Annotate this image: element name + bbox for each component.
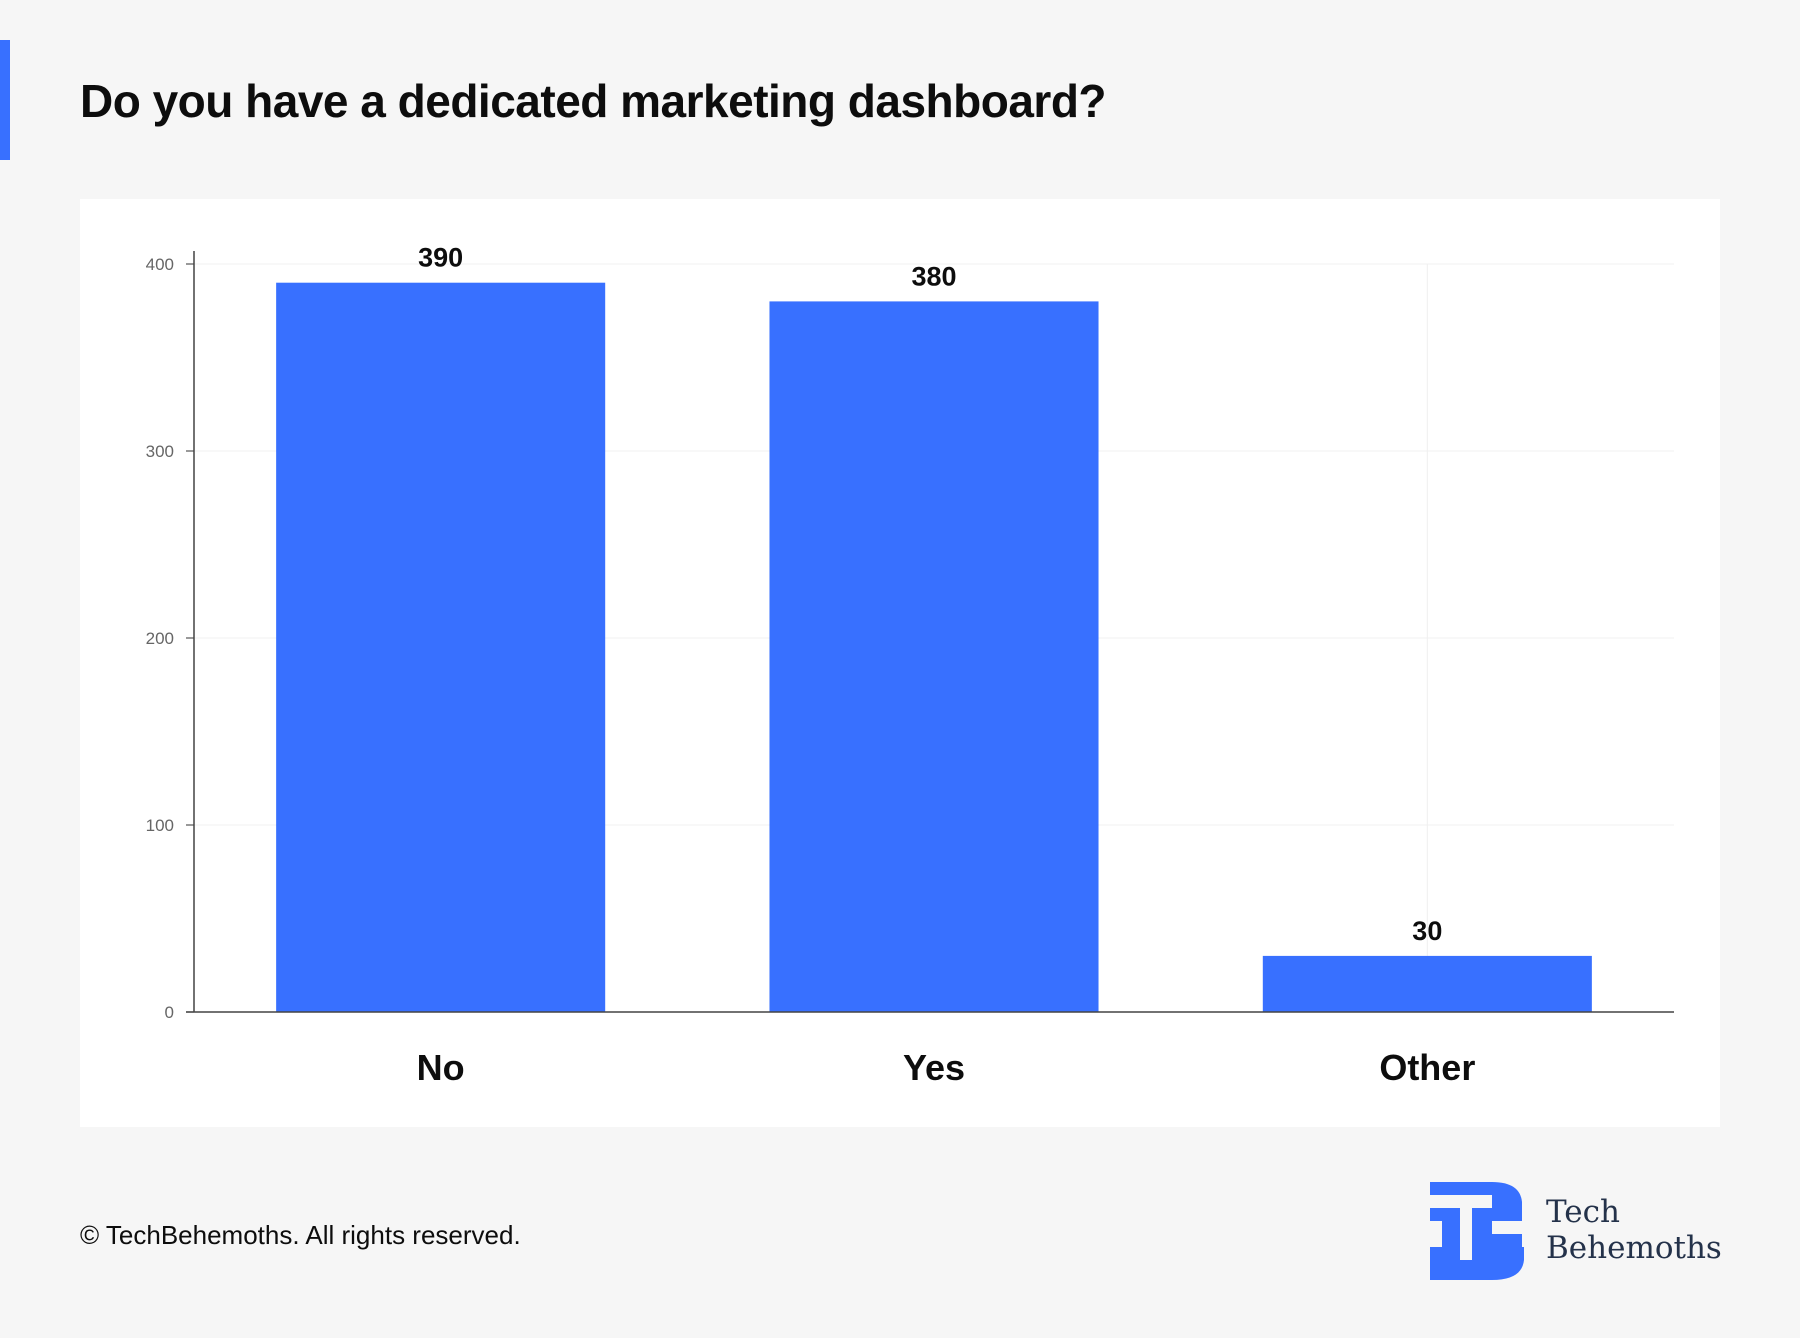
bar-chart: 0 100 200 300 400 390 No 380 Yes 30 Other: [146, 243, 1674, 1088]
chart-card: 0 100 200 300 400 390 No 380 Yes 30 Other: [80, 199, 1720, 1127]
x-tick-label: Yes: [903, 1047, 965, 1088]
x-tick-label: No: [417, 1047, 465, 1088]
bar-other: [1262, 955, 1592, 1012]
brand: Tech Behemoths: [1428, 1182, 1728, 1282]
x-tick-label: Other: [1379, 1047, 1475, 1088]
y-tick-label: 0: [165, 1003, 174, 1022]
copyright-text: © TechBehemoths. All rights reserved.: [80, 1220, 521, 1250]
techbehemoths-logo-icon: [1430, 1182, 1524, 1280]
y-tick-label: 300: [146, 442, 174, 461]
bar-yes: [769, 301, 1099, 1012]
data-label: 390: [418, 243, 463, 273]
brand-name-line1: Tech: [1546, 1194, 1620, 1230]
accent-bar: [0, 40, 10, 160]
y-tick-label: 200: [146, 629, 174, 648]
y-tick-label: 400: [146, 255, 174, 274]
brand-name: Tech Behemoths: [1546, 1194, 1722, 1266]
data-label: 380: [911, 261, 956, 291]
y-tick-label: 100: [146, 816, 174, 835]
bar-no: [276, 282, 606, 1012]
data-label: 30: [1412, 916, 1442, 946]
brand-name-line2: Behemoths: [1546, 1230, 1722, 1266]
page-title: Do you have a dedicated marketing dashbo…: [80, 75, 1107, 127]
